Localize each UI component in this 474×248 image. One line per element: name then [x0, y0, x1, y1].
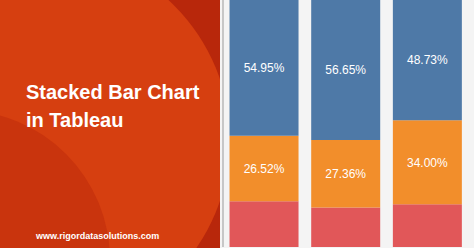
- svg-text:48.73%: 48.73%: [407, 53, 448, 67]
- svg-text:26.52%: 26.52%: [244, 162, 285, 176]
- html-text:www.rigordatasolutions.com: www.rigordatasolutions.com: [36, 231, 160, 241]
- svg-text:27.36%: 27.36%: [325, 167, 366, 181]
- svg-text:34.00%: 34.00%: [407, 156, 448, 170]
- svg-text:54.95%: 54.95%: [244, 61, 285, 75]
- html-text:Stacked Bar Chart in Tableau: Stacked Bar Chart in Tableau: [26, 81, 200, 131]
- svg-text:56.65%: 56.65%: [325, 63, 366, 77]
